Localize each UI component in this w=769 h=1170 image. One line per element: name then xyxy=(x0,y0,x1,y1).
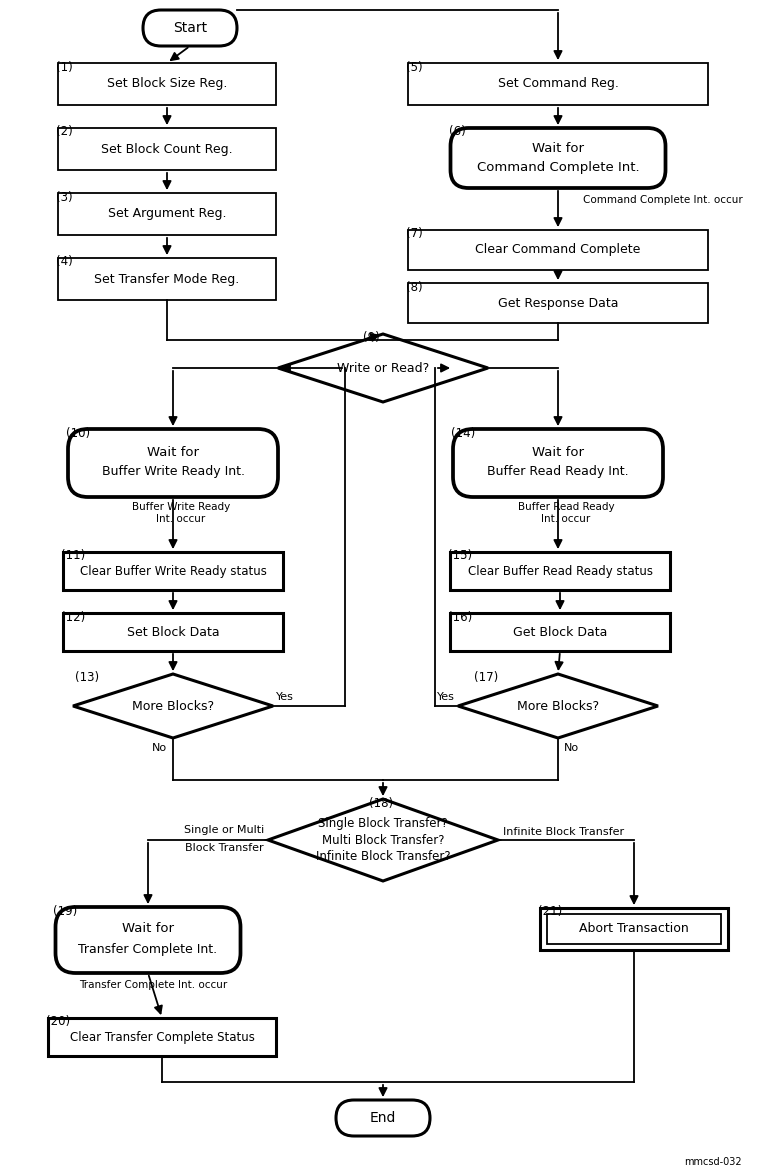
Text: Buffer Read Ready
Int. occur: Buffer Read Ready Int. occur xyxy=(518,502,614,524)
Text: Command Complete Int. occur: Command Complete Int. occur xyxy=(583,195,743,205)
Text: (17): (17) xyxy=(474,672,498,684)
Text: Yes: Yes xyxy=(437,691,455,702)
Text: (6): (6) xyxy=(448,125,465,138)
Polygon shape xyxy=(73,674,273,738)
Text: (10): (10) xyxy=(66,427,90,440)
FancyBboxPatch shape xyxy=(408,283,708,323)
Text: (18): (18) xyxy=(369,798,393,811)
Text: Abort Transaction: Abort Transaction xyxy=(579,922,689,936)
Text: Set Block Data: Set Block Data xyxy=(127,626,219,639)
Text: Wait for: Wait for xyxy=(532,142,584,154)
Text: No: No xyxy=(564,743,579,753)
FancyBboxPatch shape xyxy=(58,193,276,235)
FancyBboxPatch shape xyxy=(540,908,728,950)
FancyBboxPatch shape xyxy=(336,1100,430,1136)
Text: Set Argument Reg.: Set Argument Reg. xyxy=(108,207,226,220)
Text: No: No xyxy=(151,743,167,753)
FancyBboxPatch shape xyxy=(55,907,241,973)
Text: Infinite Block Transfer: Infinite Block Transfer xyxy=(503,827,624,837)
Text: (1): (1) xyxy=(56,61,73,74)
FancyBboxPatch shape xyxy=(451,128,665,188)
Text: Multi Block Transfer?: Multi Block Transfer? xyxy=(321,833,444,847)
FancyBboxPatch shape xyxy=(48,1018,276,1057)
Text: Set Block Size Reg.: Set Block Size Reg. xyxy=(107,77,227,90)
Text: (16): (16) xyxy=(448,611,472,624)
FancyBboxPatch shape xyxy=(63,613,283,651)
Text: End: End xyxy=(370,1112,396,1126)
FancyBboxPatch shape xyxy=(63,552,283,590)
Text: (5): (5) xyxy=(406,61,423,74)
FancyBboxPatch shape xyxy=(143,11,237,46)
Text: Clear Buffer Write Ready status: Clear Buffer Write Ready status xyxy=(79,564,266,578)
Text: Transfer Complete Int. occur: Transfer Complete Int. occur xyxy=(79,980,227,990)
Text: More Blocks?: More Blocks? xyxy=(517,700,599,713)
FancyBboxPatch shape xyxy=(450,552,670,590)
Text: (19): (19) xyxy=(54,904,78,917)
FancyBboxPatch shape xyxy=(58,63,276,105)
Text: Clear Buffer Read Ready status: Clear Buffer Read Ready status xyxy=(468,564,653,578)
Text: (12): (12) xyxy=(61,611,85,624)
FancyBboxPatch shape xyxy=(450,613,670,651)
Text: (2): (2) xyxy=(56,125,73,138)
FancyBboxPatch shape xyxy=(58,259,276,300)
Text: Buffer Write Ready Int.: Buffer Write Ready Int. xyxy=(102,466,245,479)
Text: Transfer Complete Int.: Transfer Complete Int. xyxy=(78,943,218,956)
Text: Command Complete Int.: Command Complete Int. xyxy=(477,161,639,174)
Text: Set Transfer Mode Reg.: Set Transfer Mode Reg. xyxy=(95,273,240,285)
Text: mmcsd-032: mmcsd-032 xyxy=(684,1157,742,1166)
Text: (21): (21) xyxy=(538,906,562,918)
Text: (7): (7) xyxy=(406,227,423,241)
Text: (14): (14) xyxy=(451,427,475,440)
Text: (11): (11) xyxy=(61,550,85,563)
Text: Wait for: Wait for xyxy=(122,922,174,936)
Text: Single Block Transfer?: Single Block Transfer? xyxy=(318,817,448,830)
Polygon shape xyxy=(458,674,658,738)
Text: (9): (9) xyxy=(363,331,380,344)
Text: Start: Start xyxy=(173,21,207,35)
FancyBboxPatch shape xyxy=(68,429,278,497)
Text: Single or Multi: Single or Multi xyxy=(184,825,264,835)
Text: (4): (4) xyxy=(56,255,73,268)
Text: Buffer Read Ready Int.: Buffer Read Ready Int. xyxy=(488,466,629,479)
Text: Set Block Count Reg.: Set Block Count Reg. xyxy=(102,143,233,156)
FancyBboxPatch shape xyxy=(453,429,663,497)
Polygon shape xyxy=(278,333,488,402)
Text: Clear Command Complete: Clear Command Complete xyxy=(475,243,641,256)
Text: (3): (3) xyxy=(56,191,72,204)
Text: Get Response Data: Get Response Data xyxy=(498,296,618,310)
Text: More Blocks?: More Blocks? xyxy=(132,700,214,713)
Text: Buffer Write Ready
Int. occur: Buffer Write Ready Int. occur xyxy=(131,502,230,524)
FancyBboxPatch shape xyxy=(58,128,276,170)
Text: Write or Read?: Write or Read? xyxy=(337,362,429,374)
FancyBboxPatch shape xyxy=(408,63,708,105)
Text: (13): (13) xyxy=(75,672,99,684)
Text: (15): (15) xyxy=(448,550,472,563)
Text: Yes: Yes xyxy=(276,691,294,702)
Text: Block Transfer: Block Transfer xyxy=(185,844,264,853)
Text: Get Block Data: Get Block Data xyxy=(513,626,608,639)
Text: (8): (8) xyxy=(406,281,423,294)
Text: Infinite Block Transfer?: Infinite Block Transfer? xyxy=(316,851,451,863)
Text: Wait for: Wait for xyxy=(147,446,199,459)
FancyBboxPatch shape xyxy=(547,914,721,944)
Polygon shape xyxy=(268,799,498,881)
Text: Clear Transfer Complete Status: Clear Transfer Complete Status xyxy=(69,1031,255,1044)
Text: Wait for: Wait for xyxy=(532,446,584,459)
Text: Set Command Reg.: Set Command Reg. xyxy=(498,77,618,90)
FancyBboxPatch shape xyxy=(408,230,708,270)
Text: (20): (20) xyxy=(46,1016,70,1028)
